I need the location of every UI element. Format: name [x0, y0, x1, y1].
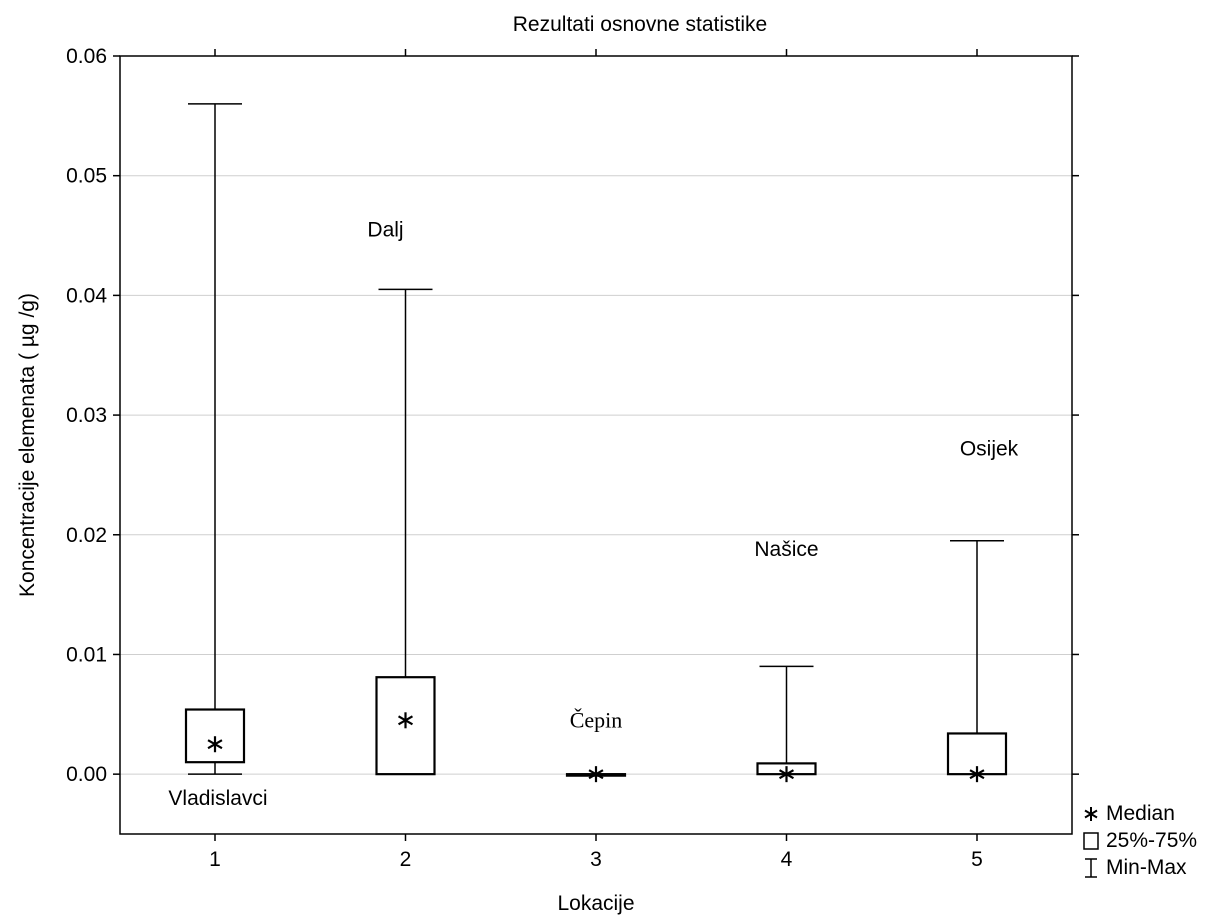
- median-marker: [207, 736, 223, 753]
- median-stroke: [588, 769, 604, 780]
- median-stroke: [207, 739, 223, 750]
- median-stroke: [969, 769, 985, 780]
- location-annotation: Osijek: [960, 438, 1019, 461]
- asterisk-icon: [1080, 806, 1102, 822]
- y-tick-label: 0.00: [66, 763, 107, 786]
- boxes-layer: [184, 103, 1008, 783]
- x-tick-label: 5: [971, 848, 983, 871]
- median-stroke: [778, 769, 795, 780]
- legend-item-box: 25%-75%: [1080, 827, 1197, 854]
- box-group-1: [184, 103, 246, 775]
- y-tick-label: 0.04: [66, 284, 107, 307]
- location-annotation: Našice: [754, 538, 818, 561]
- x-axis: 1 2 3 4 5: [209, 49, 983, 871]
- y-tick-label: 0.02: [66, 524, 107, 547]
- annotations-layer: Vladislavci Dalj Čepin Našice Osijek: [168, 219, 1018, 811]
- y-axis-label: Koncentracije elemenata ( µg /g): [16, 293, 39, 597]
- legend-item-median: Median: [1080, 800, 1197, 827]
- box-group-2: [375, 288, 436, 776]
- legend-label-minmax: Min-Max: [1106, 855, 1187, 879]
- y-axis: 0.00 0.01 0.02 0.03 0.04 0.05 0.06: [66, 45, 1079, 786]
- x-tick-label: 1: [209, 848, 221, 871]
- y-tick-label: 0.06: [66, 45, 107, 68]
- median-marker: [969, 766, 985, 783]
- x-tick-label: 4: [781, 848, 793, 871]
- y-tick-label: 0.01: [66, 643, 107, 666]
- y-tick-label: 0.03: [66, 404, 107, 427]
- legend-label-box: 25%-75%: [1106, 828, 1198, 852]
- legend-item-minmax: Min-Max: [1080, 854, 1197, 881]
- median-marker: [778, 766, 795, 783]
- box-group-4: [756, 665, 817, 783]
- y-tick-label: 0.05: [66, 165, 107, 188]
- location-annotation: Čepin: [570, 707, 623, 732]
- box-iqr: [184, 708, 246, 764]
- legend: Median 25%-75% Min-Max: [1080, 800, 1197, 881]
- box-group-3: [565, 766, 627, 783]
- box-icon: [1080, 831, 1102, 850]
- legend-label-median: Median: [1106, 801, 1175, 825]
- x-axis-label: Lokacije: [557, 892, 634, 915]
- location-annotation: Dalj: [367, 219, 403, 242]
- whisker-icon: [1080, 857, 1102, 878]
- gridlines: [120, 175, 1072, 775]
- median-marker: [397, 712, 414, 729]
- location-annotation: Vladislavci: [168, 787, 267, 810]
- x-tick-label: 2: [400, 848, 412, 871]
- box-group-5: [946, 540, 1008, 783]
- x-tick-label: 3: [590, 848, 602, 871]
- chart-title: Rezultati osnovne statistike: [513, 13, 767, 36]
- median-marker: [588, 766, 604, 783]
- median-stroke: [397, 715, 414, 726]
